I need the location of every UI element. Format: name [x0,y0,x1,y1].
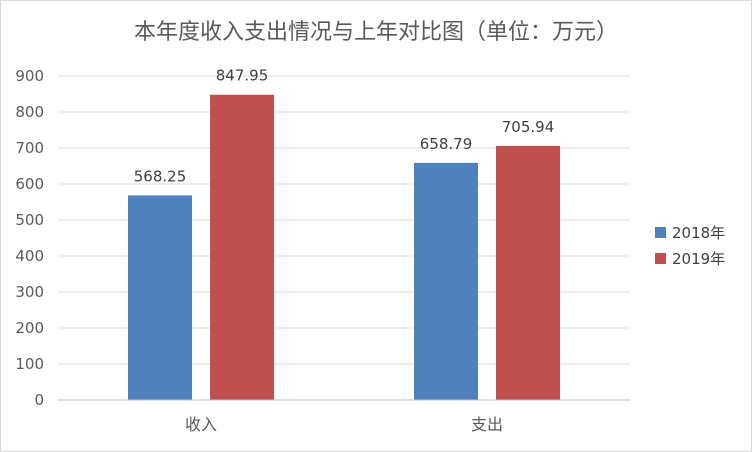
bar [210,94,274,400]
bar [414,162,478,400]
data-label: 847.95 [216,67,269,85]
legend-label-2018: 2018年 [672,223,726,242]
bar [496,145,560,400]
legend-swatch-2019 [655,252,666,264]
y-tick-label: 500 [15,211,44,229]
data-label: 658.79 [420,135,473,153]
data-label: 568.25 [134,167,187,185]
legend-label-2019: 2019年 [672,249,726,268]
legend-swatch-2018 [655,226,666,238]
y-tick-label: 900 [15,67,44,85]
y-tick-label: 100 [15,355,44,373]
y-tick-label: 700 [15,139,44,157]
bar [128,195,192,400]
y-tick-label: 600 [15,175,44,193]
data-label: 705.94 [502,118,555,136]
legend-item-2019: 2019年 [655,245,725,271]
chart-title: 本年度收入支出情况与上年对比图（单位：万元） [133,20,618,45]
legend-item-2018: 2018年 [655,219,725,245]
x-category-label: 支出 [471,415,503,434]
y-tick-label: 400 [15,247,44,265]
y-tick-label: 800 [15,103,44,121]
y-tick-label: 200 [15,319,44,337]
x-category-label: 收入 [185,415,217,434]
legend: 2018年 2019年 [655,219,725,271]
y-tick-label: 0 [34,391,44,409]
y-tick-label: 300 [15,283,44,301]
